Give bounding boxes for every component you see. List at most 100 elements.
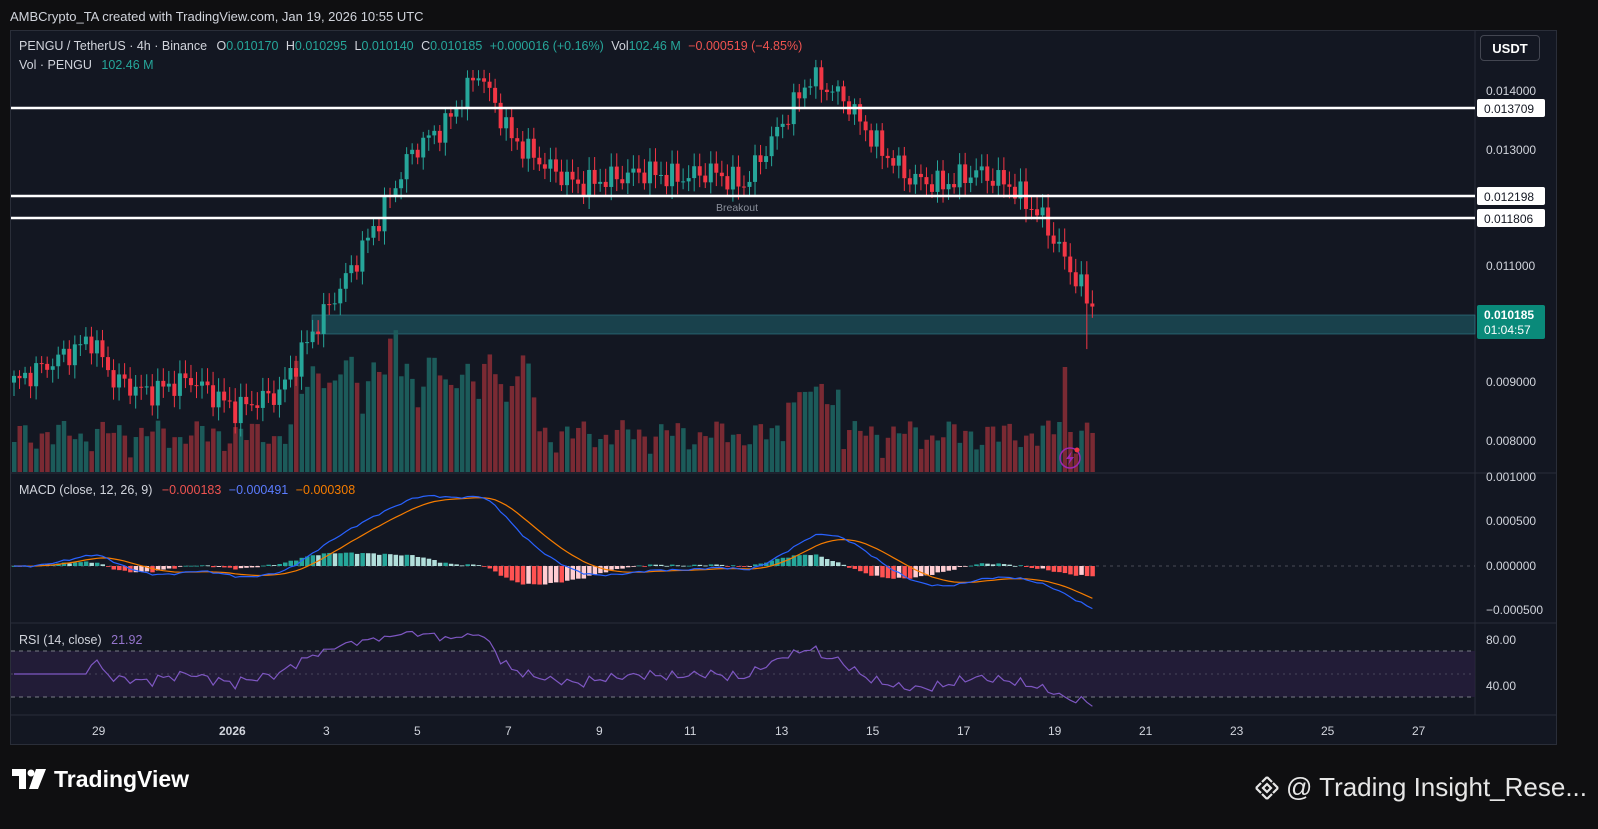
candle-body [238,396,243,424]
lightning-icon[interactable] [1059,447,1081,469]
volume-bar [863,435,869,472]
volume-bar [990,426,996,472]
macd-hist-bar [354,553,360,566]
candle-body [404,154,409,180]
candle-body [659,174,664,176]
macd-hist-bar [741,566,747,567]
macd-hist-bar [155,566,161,571]
candle-body [736,166,741,187]
volume-bar [647,453,653,472]
macd-hist-bar [1023,566,1029,567]
volume-bar [791,402,797,472]
macd-hist-bar [172,566,177,569]
candle-body [465,77,470,108]
macd-legend[interactable]: MACD (close, 12, 26, 9) −0.000183 −0.000… [19,483,355,497]
volume-bar [150,431,155,472]
macd-hist-bar [260,565,266,567]
candle-body [244,396,249,405]
macd-histogram [12,552,1095,585]
macd-hist-bar [67,563,72,566]
chart-frame[interactable] [10,30,1557,745]
candle-body [570,171,575,180]
macd-hist-bar [587,566,592,576]
macd-line [13,494,1093,610]
candle-body [476,78,481,81]
candle-body [620,179,625,184]
candle-body [443,113,448,143]
volume-bar [1073,453,1079,472]
volume-bar [941,437,946,472]
candle-body [144,386,149,388]
volume-bar [454,388,459,472]
volume-bar [100,421,105,472]
macd-hist-bar [1018,565,1023,567]
volume-bar [520,355,526,472]
candle-body [681,181,686,183]
volume-bar [609,444,614,472]
candle-body [587,169,592,197]
volume-bar [979,444,985,472]
candle-body [531,138,536,158]
volume-bar [1057,422,1062,472]
candle-body [1018,181,1023,199]
volume-bar [924,439,929,472]
volume-bar [266,443,271,472]
macd-hist-bar [244,566,249,568]
volume-bar [1068,432,1073,472]
candle-body [382,195,387,232]
candle-body [437,130,442,143]
time-tick: 2026 [219,724,246,738]
volume-bar [39,433,45,472]
macd-hist-bar [935,566,941,573]
volume-bar [83,441,89,472]
candle-body [918,173,923,178]
candle-body [321,304,326,334]
macd-hist-bar [83,561,89,566]
macd-hist-bar [941,566,946,572]
watermark: @ Trading Insight_Rese... [1254,772,1587,803]
macd-hist-bar [448,563,454,566]
volume-bar [614,429,620,472]
candle-body [647,161,652,184]
macd-hist-bar [504,566,509,578]
signal-value: −0.000308 [295,483,356,497]
macd-hist-bar [835,562,841,566]
macd-hist-bar [327,552,332,566]
candle-body [653,161,658,176]
rsi-legend[interactable]: RSI (14, close) 21.92 [19,633,142,647]
candle-body [990,180,995,186]
time-tick: 21 [1139,724,1153,738]
macd-hist-bar [487,566,493,569]
volume-bar [1051,434,1057,472]
candle-body [432,130,437,136]
macd-hist-bar [703,565,708,567]
volume-bar [249,423,255,472]
macd-hist-bar [1012,565,1018,567]
macd-hist-bar [747,566,752,567]
volume-bar [404,363,410,472]
volume-legend[interactable]: Vol · PENGU 102.46 M [19,58,154,72]
symbol-legend[interactable]: PENGU / TetherUS · 4h · Binance O0.01017… [19,39,803,53]
macd-hist-bar [122,566,128,571]
volume-bar [1029,433,1035,472]
currency-button[interactable]: USDT [1480,35,1540,61]
macd-hist-bar [338,553,343,566]
macd-hist-bar [482,566,487,567]
candle-body [1040,207,1045,216]
macd-hist-bar [1073,566,1079,576]
time-tick: 17 [957,724,971,738]
candle-body [260,390,265,408]
price-tick: 0.014000 [1486,84,1536,98]
volume-bar [526,363,531,472]
volume-bar [753,425,758,472]
macd-hist-bar [1062,566,1068,574]
tradingview-logo[interactable]: TradingView [12,766,189,793]
candle-body [1057,241,1062,244]
candle-body [869,130,874,147]
candle-body [122,374,127,379]
candle-body [609,166,614,187]
macd-hist-bar [305,556,310,566]
macd-hist-bar [299,557,305,566]
macd-hist-bar [719,564,725,566]
